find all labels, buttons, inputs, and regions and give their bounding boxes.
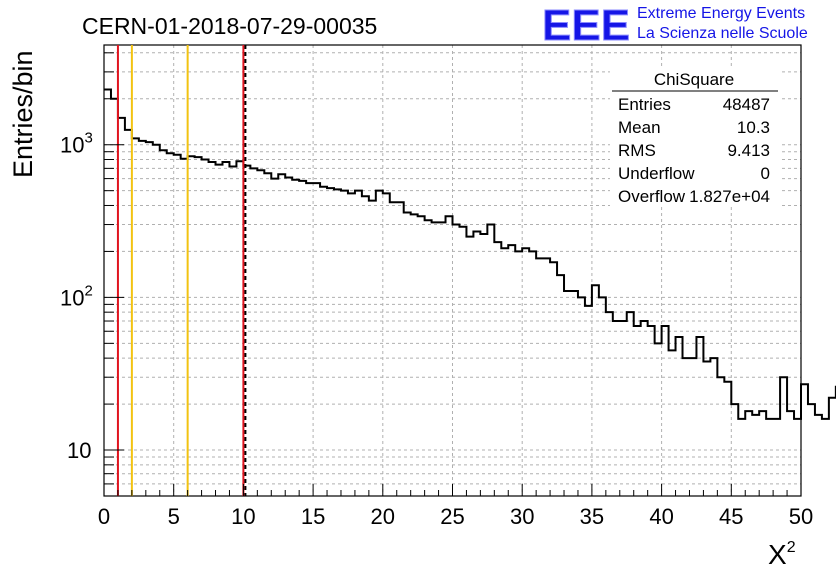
logo-mark: EEE (542, 1, 630, 50)
stats-box-background (610, 66, 780, 206)
x-tick-label: 5 (168, 504, 180, 529)
stats-row-label: Underflow (618, 164, 695, 183)
x-tick-label: 45 (719, 504, 743, 529)
stats-row-value: 9.413 (727, 141, 770, 160)
stats-row-value: 10.3 (737, 118, 770, 137)
stats-rows: Entries 48487 Mean 10.3 RMS 9.413 Underflow 0 Ov… (618, 95, 770, 206)
grid-lines (104, 45, 801, 497)
y-tick-label: 102 (60, 282, 93, 310)
logo-line1: Extreme Energy Events (637, 5, 805, 22)
x-tick-label: 50 (789, 504, 813, 529)
x-axis-label-superscript: 2 (787, 539, 796, 556)
axes: 0 5 10 15 20 25 30 35 40 45 50 10 102 103 (60, 52, 813, 529)
stats-row-value: 48487 (723, 95, 770, 114)
stats-row-label: Overflow (618, 187, 686, 206)
eee-logo: EEE Extreme Energy Events La Scienza nel… (542, 1, 808, 51)
stats-box: ChiSquare Entries 48487 Mean 10.3 RMS 9.413 Un… (610, 66, 780, 206)
logo-line2: La Scienza nelle Scuole (637, 25, 808, 42)
stats-row-label: Entries (618, 95, 671, 114)
stats-row-label: RMS (618, 141, 656, 160)
x-tick-label: 40 (649, 504, 673, 529)
chart-title: CERN-01-2018-07-29-00035 (82, 13, 377, 39)
x-tick-label: 10 (231, 504, 255, 529)
x-tick-label: 20 (371, 504, 395, 529)
vertical-markers (116, 45, 247, 496)
stats-title: ChiSquare (654, 70, 734, 89)
y-tick-label: 103 (60, 130, 93, 158)
x-tick-label: 25 (440, 504, 464, 529)
x-tick-label: 15 (301, 504, 325, 529)
x-tick-label: 30 (510, 504, 534, 529)
histogram (104, 88, 836, 420)
y-axis-label: Entries/bin (8, 50, 38, 178)
stats-row-value: 0 (761, 164, 770, 183)
x-axis-label-base: X (768, 539, 787, 570)
histogram-series-chisquare (104, 88, 836, 420)
x-axis-label: X2 (768, 539, 796, 570)
stats-row-value: 1.827e+04 (689, 187, 770, 206)
y-tick-label: 10 (67, 438, 91, 463)
x-tick-label: 0 (98, 504, 110, 529)
x-tick-label: 35 (580, 504, 604, 529)
stats-row-label: Mean (618, 118, 661, 137)
